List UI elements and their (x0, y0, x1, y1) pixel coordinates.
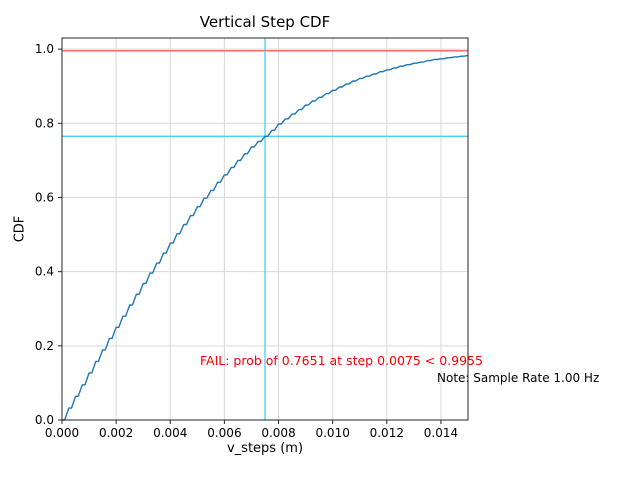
y-axis-label: CDF (12, 215, 28, 243)
y-tick-label: 0.0 (35, 413, 54, 427)
x-tick-label: 0.010 (315, 426, 349, 440)
x-tick-label: 0.002 (99, 426, 133, 440)
y-tick-label: 0.6 (35, 190, 54, 204)
fail-annotation: FAIL: prob of 0.7651 at step 0.0075 < 0.… (200, 353, 483, 368)
y-tick-label: 0.2 (35, 339, 54, 353)
x-tick-label: 0.012 (370, 426, 404, 440)
x-axis-label: v_steps (m) (226, 441, 304, 456)
x-tick-label: 0.006 (207, 426, 241, 440)
x-tick-label: 0.014 (424, 426, 458, 440)
y-tick-label: 0.8 (35, 116, 54, 130)
y-tick-label: 1.0 (35, 42, 54, 56)
y-tick-label: 0.4 (35, 265, 54, 279)
sample-rate-note: Note: Sample Rate 1.00 Hz (437, 371, 600, 385)
axes-box (61, 37, 469, 421)
x-tick-label: 0.004 (153, 426, 187, 440)
x-tick-label: 0.008 (261, 426, 295, 440)
x-tick-label: 0.000 (45, 426, 79, 440)
cdf-curve (62, 54, 469, 421)
chart-title: Vertical Step CDF (199, 13, 331, 31)
